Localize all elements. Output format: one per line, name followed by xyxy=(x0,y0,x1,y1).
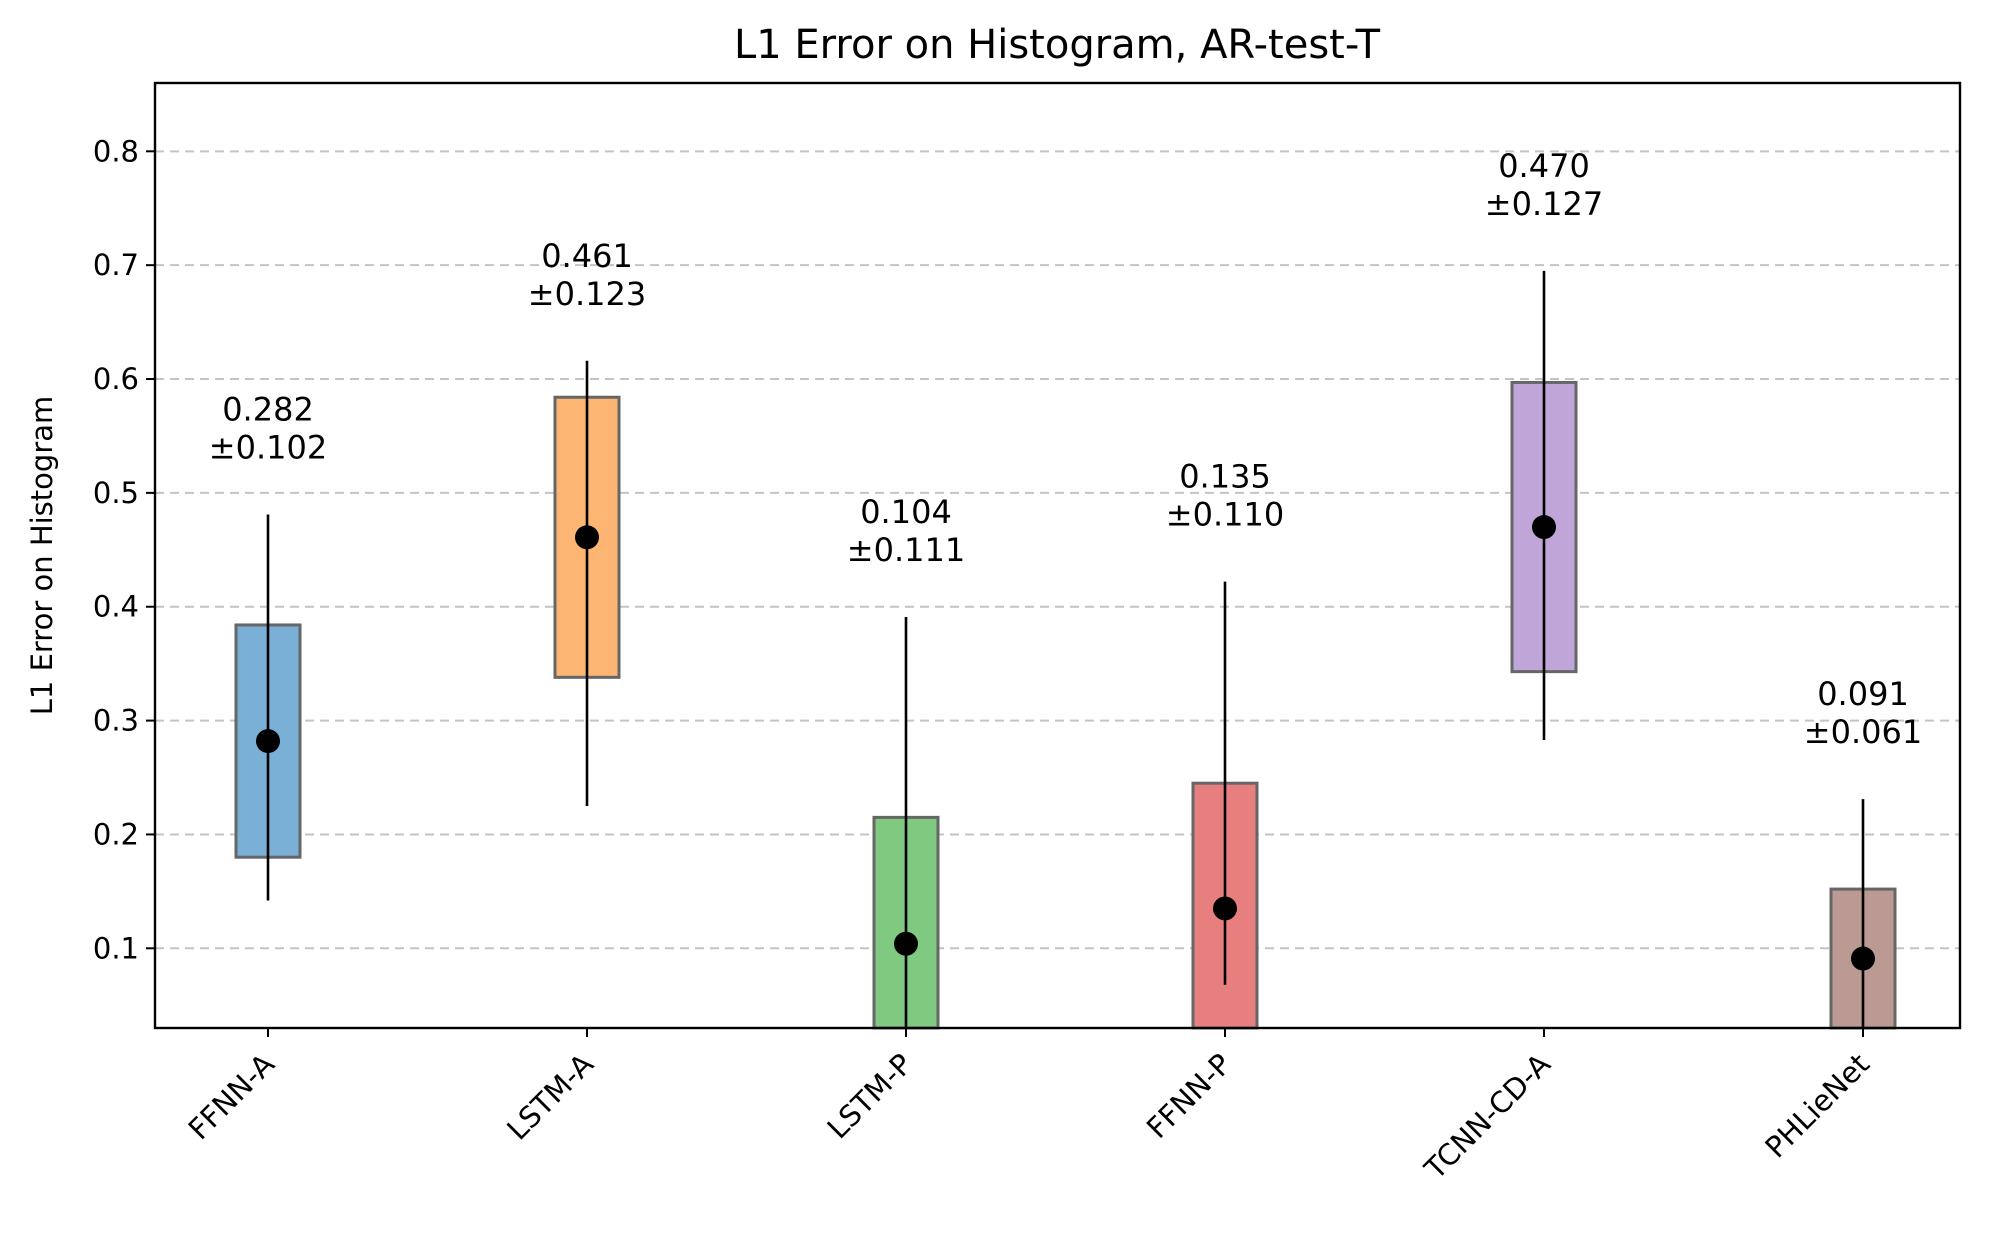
x-tick-label: TCNN-CD-A xyxy=(1417,1047,1557,1187)
value-label-std: ±0.102 xyxy=(209,429,327,467)
mean-point-lstm-p xyxy=(894,931,918,956)
y-tick-label: 0.5 xyxy=(93,476,139,510)
value-label-std: ±0.110 xyxy=(1166,496,1284,534)
chart-title: L1 Error on Histogram, AR-test-T xyxy=(734,22,1381,68)
x-tick-label: LSTM-A xyxy=(500,1047,600,1147)
grid-lines xyxy=(155,150,1960,950)
value-label-mean: 0.461 xyxy=(541,237,633,275)
value-label-mean: 0.282 xyxy=(222,391,314,429)
value-label-mean: 0.104 xyxy=(860,493,952,531)
y-tick-label: 0.2 xyxy=(93,817,139,851)
mean-point-phlienet xyxy=(1851,946,1875,971)
y-tick-label: 0.1 xyxy=(93,931,139,965)
mean-point-ffnn-a xyxy=(256,729,280,754)
mean-point-ffnn-p xyxy=(1213,896,1237,921)
value-label-std: ±0.111 xyxy=(847,531,965,569)
y-axis-label: L1 Error on Histogram xyxy=(25,396,59,716)
value-label-std: ±0.123 xyxy=(528,275,646,313)
y-tick-label: 0.6 xyxy=(93,362,139,396)
value-label-mean: 0.135 xyxy=(1179,458,1271,496)
error-bars xyxy=(266,270,1865,1028)
x-tick-label: FFNN-A xyxy=(182,1047,281,1146)
y-tick-label: 0.3 xyxy=(93,704,139,738)
x-tick-label: LSTM-P xyxy=(820,1047,918,1145)
mean-point-tcnn-cd-a xyxy=(1532,515,1556,540)
value-label-std: ±0.127 xyxy=(1485,185,1603,223)
x-tick-label: PHLieNet xyxy=(1758,1047,1876,1165)
value-label-std: ±0.061 xyxy=(1804,713,1922,751)
value-labels: 0.282±0.1020.461±0.1230.104±0.1110.135±0… xyxy=(209,147,1922,751)
plot-frame xyxy=(153,81,1962,1030)
y-tick-label: 0.4 xyxy=(93,590,139,624)
mean-point-lstm-a xyxy=(575,525,599,550)
bars xyxy=(234,380,1897,1030)
x-axis: FFNN-A LSTM-A LSTM-P FFNN-P TCNN-CD-A PHLieNe… xyxy=(182,1028,1876,1186)
value-label-mean: 0.091 xyxy=(1817,675,1909,713)
mean-points xyxy=(256,515,1875,971)
value-label-mean: 0.470 xyxy=(1498,147,1590,185)
x-tick-label: FFNN-P xyxy=(1140,1047,1238,1145)
y-tick-label: 0.8 xyxy=(93,134,139,168)
y-axis: 0.1 0.2 0.3 0.4 0.5 0.6 0.7 0.8 xyxy=(93,134,155,965)
y-tick-label: 0.7 xyxy=(93,248,139,282)
